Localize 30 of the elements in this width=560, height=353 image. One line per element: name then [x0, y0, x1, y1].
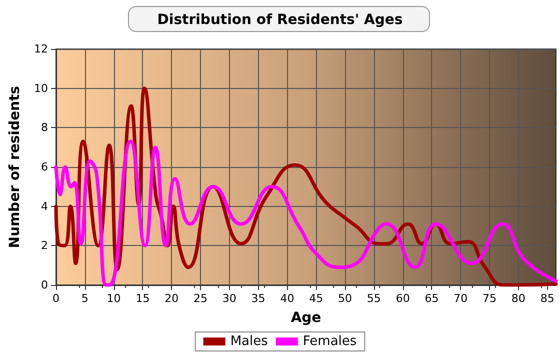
x-tick-label: 0 — [52, 292, 60, 305]
x-tick-label: 75 — [482, 292, 497, 305]
y-tick-label: 0 — [41, 278, 48, 292]
x-tick-label: 50 — [338, 292, 352, 305]
y-tick-label: 4 — [41, 200, 48, 213]
y-tick-label: 12 — [34, 42, 48, 56]
y-tick-label: 10 — [34, 82, 48, 95]
x-tick-label: 30 — [222, 292, 236, 305]
x-tick-label: 25 — [194, 292, 208, 305]
x-tick-label: 35 — [251, 292, 266, 305]
x-tick-label: 15 — [136, 292, 150, 305]
x-tick-label: 45 — [309, 292, 324, 305]
chart-title: Distribution of Residents' Ages — [157, 12, 403, 28]
legend-label: Females — [302, 334, 357, 349]
y-tick-label: 6 — [41, 160, 48, 174]
legend-label: Males — [230, 334, 268, 349]
x-axis-title: Age — [290, 310, 322, 326]
x-tick-label: 20 — [164, 292, 179, 305]
y-tick-label: 8 — [41, 121, 48, 134]
x-tick-label: 65 — [424, 292, 439, 305]
x-tick-label: 10 — [106, 292, 121, 305]
x-tick-label: 5 — [81, 292, 88, 305]
x-tick-label: 70 — [454, 292, 468, 305]
y-tick-label: 2 — [41, 239, 48, 252]
y-axis-title: Number of residents — [7, 86, 23, 248]
x-tick-label: 55 — [366, 292, 381, 305]
x-tick-label: 60 — [396, 292, 410, 305]
x-tick-label: 40 — [280, 292, 294, 305]
x-tick-label: 80 — [511, 292, 526, 305]
x-tick-label: 85 — [540, 292, 554, 305]
